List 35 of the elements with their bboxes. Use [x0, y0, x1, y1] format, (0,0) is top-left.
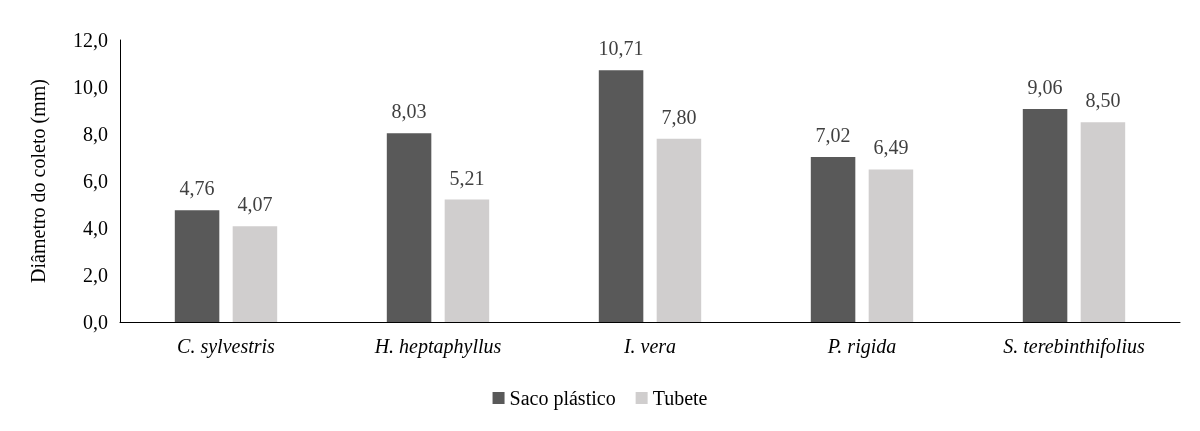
data-label: 10,71	[598, 37, 644, 60]
data-label: 9,06	[1027, 76, 1063, 99]
data-label: 7,80	[661, 105, 697, 128]
data-label: 8,03	[391, 100, 427, 123]
y-axis-title: Diâmetro do coleto (mm)	[27, 79, 50, 283]
y-tick-label: 4,0	[83, 217, 108, 239]
bar	[174, 210, 220, 322]
y-tick-label: 10,0	[73, 76, 108, 98]
x-tick-label: H. heptaphyllus	[373, 335, 502, 358]
bar	[656, 138, 702, 322]
data-label: 4,07	[237, 193, 273, 216]
y-tick-label: 8,0	[83, 123, 108, 145]
data-label: 4,76	[179, 177, 215, 200]
y-tick-label: 0,0	[83, 311, 108, 333]
bar	[444, 199, 490, 322]
bar	[386, 133, 432, 322]
data-label: 8,50	[1085, 89, 1121, 112]
x-tick-label: P. rigida	[826, 335, 897, 358]
x-tick-label: S. terebinthifolius	[1003, 335, 1145, 358]
legend-label: Saco plástico	[509, 387, 616, 410]
y-tick-label: 12,0	[73, 29, 108, 51]
bar	[598, 70, 644, 322]
data-label: 7,02	[815, 124, 851, 147]
data-label: 5,21	[449, 166, 485, 189]
bar	[232, 226, 278, 322]
x-tick-label: I. vera	[622, 335, 677, 357]
bar	[1022, 109, 1068, 322]
data-label: 6,49	[873, 136, 909, 159]
x-tick-label: C. sylvestris	[177, 335, 276, 358]
legend-label: Tubete	[652, 387, 708, 409]
bar	[868, 169, 914, 322]
bar	[1080, 122, 1126, 322]
bar	[810, 157, 856, 322]
y-tick-label: 6,0	[83, 170, 108, 192]
y-tick-label: 2,0	[83, 264, 108, 286]
